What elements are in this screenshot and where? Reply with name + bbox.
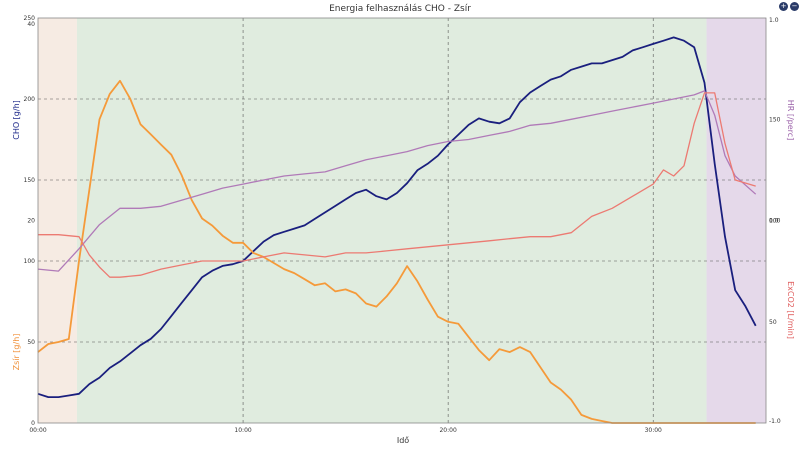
phase-band-2: [706, 18, 766, 423]
zsir-axis-label: Zsír [g/h]: [12, 334, 21, 371]
chart-ticks: 00:00 10:00 20:00 30:00 0 50 100 150 200 250 20 40 5…: [24, 15, 781, 434]
phase-band-0: [38, 18, 77, 423]
cho-tick-label: 50: [27, 339, 35, 346]
exco2-tick-label: 0.0: [769, 218, 779, 225]
phase-band-1: [76, 18, 707, 423]
zsir-tick-label: 40: [27, 21, 35, 28]
chart-grid: [38, 18, 766, 423]
cho-tick-label: 100: [24, 258, 36, 265]
series-line-hr: [37, 90, 757, 272]
chart-series: [37, 36, 757, 424]
hr-tick-label: 100: [769, 218, 781, 225]
exco2-tick-label: -1.0: [769, 418, 781, 425]
chart-frame: [37, 17, 767, 424]
cho-tick-label: 200: [24, 96, 36, 103]
x-axis-label: Idő: [397, 436, 409, 445]
exco2-axis-label: ExCO2 [L/min]: [786, 281, 795, 339]
series-line-cho: [37, 36, 757, 399]
cho-tick-label: 250: [24, 15, 36, 22]
x-tick-label: 00:00: [29, 427, 46, 434]
exco2-tick-label: 1.0: [769, 17, 779, 24]
hr-tick-label: 150: [769, 116, 781, 123]
x-tick-label: 10:00: [234, 427, 251, 434]
zsir-tick-label: 20: [27, 218, 35, 225]
x-tick-label: 30:00: [645, 427, 662, 434]
zoom-out-icon[interactable]: −: [790, 2, 799, 11]
plot-frame: [37, 17, 767, 424]
hr-axis-label: HR [/perc]: [786, 100, 795, 141]
chart-background: [38, 18, 766, 423]
series-line-zsír: [37, 79, 756, 424]
hr-tick-label: 50: [769, 319, 777, 326]
chart-title: Energia felhasználás CHO - Zsír: [329, 4, 471, 14]
zoom-in-icon[interactable]: +: [779, 2, 788, 11]
cho-tick-label: 150: [24, 177, 36, 184]
series-line-exco2: [38, 92, 756, 278]
cho-tick-label: 0: [31, 420, 35, 427]
x-tick-label: 20:00: [439, 427, 456, 434]
cho-axis-label: CHO [g/h]: [12, 100, 21, 140]
